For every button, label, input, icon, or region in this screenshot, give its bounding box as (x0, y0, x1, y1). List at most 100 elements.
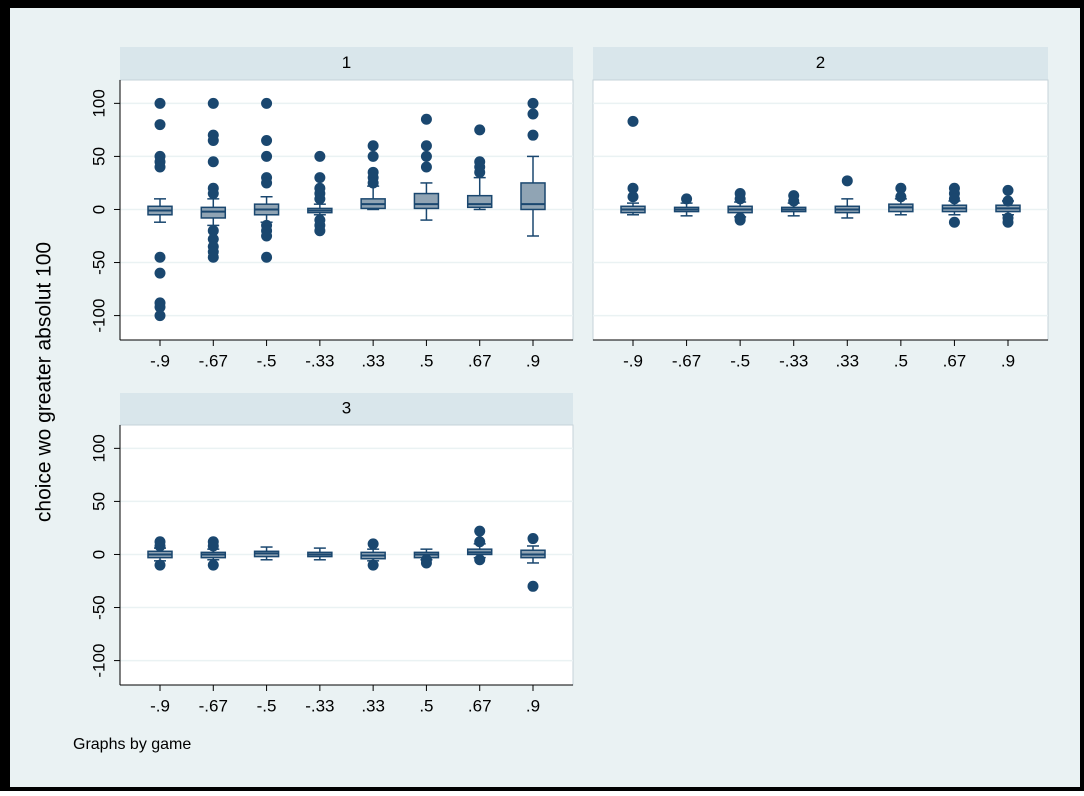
outlier (527, 580, 539, 592)
x-tick-label: .5 (894, 351, 908, 370)
x-tick-label: -.33 (779, 351, 808, 370)
outlier (207, 251, 219, 263)
outlier (154, 119, 166, 131)
x-tick-label: .33 (835, 351, 859, 370)
x-tick-label: -.67 (199, 696, 228, 715)
outlier (367, 559, 379, 571)
outlier (314, 150, 326, 162)
x-tick-label: -.33 (305, 696, 334, 715)
x-tick-label: .33 (361, 351, 385, 370)
y-tick-label: 0 (89, 550, 108, 559)
y-tick-label: 100 (89, 434, 108, 462)
y-tick-label: -100 (89, 644, 108, 678)
outlier (420, 140, 432, 152)
outlier (788, 195, 800, 207)
note: Graphs by game (73, 736, 191, 753)
outlier (948, 216, 960, 228)
outlier (1002, 216, 1014, 228)
box (200, 206, 227, 219)
outlier (420, 113, 432, 125)
x-tick-label: .33 (361, 696, 385, 715)
outlier (261, 97, 273, 109)
outlier (474, 525, 486, 537)
outlier (841, 175, 853, 187)
outlier (734, 214, 746, 226)
outlier (367, 150, 379, 162)
outlier (154, 251, 166, 263)
y-tick-label: -50 (89, 595, 108, 620)
x-tick-label: .9 (1001, 351, 1015, 370)
outlier (474, 124, 486, 136)
outlier (154, 267, 166, 279)
outlier (527, 129, 539, 141)
outlier (314, 225, 326, 237)
outlier (154, 559, 166, 571)
outlier (207, 540, 219, 552)
strip (120, 47, 573, 80)
outlier (527, 108, 539, 120)
outlier (314, 193, 326, 205)
outlier (527, 533, 539, 545)
outlier (207, 559, 219, 571)
strip (120, 393, 573, 425)
outlier (154, 310, 166, 322)
outlier (474, 554, 486, 566)
outlier (1002, 195, 1014, 207)
x-tick-label: .67 (468, 696, 492, 715)
outlier (367, 538, 379, 550)
outlier (627, 191, 639, 203)
outlier (527, 97, 539, 109)
strip (593, 47, 1048, 80)
outlier (261, 251, 273, 263)
panel-title: 1 (342, 53, 351, 72)
y-tick-label: 50 (89, 492, 108, 511)
x-tick-label: -.33 (305, 351, 334, 370)
x-tick-label: -.9 (150, 696, 170, 715)
outlier (474, 166, 486, 178)
outlier (895, 182, 907, 194)
x-tick-label: -.67 (199, 351, 228, 370)
outlier (1002, 184, 1014, 196)
y-tick-label: 0 (89, 205, 108, 214)
x-tick-label: -.9 (623, 351, 643, 370)
box (466, 194, 493, 209)
box (520, 182, 546, 211)
y-tick-label: 50 (89, 147, 108, 166)
outlier (261, 150, 273, 162)
outlier (154, 161, 166, 173)
outlier (261, 230, 273, 242)
panel-title: 2 (816, 53, 825, 72)
x-tick-label: .5 (419, 696, 433, 715)
outlier (734, 193, 746, 205)
outlier (895, 191, 907, 203)
outlier (420, 557, 432, 569)
outlier (627, 115, 639, 127)
panel-title: 3 (342, 398, 351, 417)
y-tick-label: -100 (89, 299, 108, 333)
outlier (154, 301, 166, 313)
outlier (420, 150, 432, 162)
y-axis-label: choice wo greater absolut 100 (33, 242, 56, 522)
x-tick-label: -.67 (672, 351, 701, 370)
outlier (474, 536, 486, 548)
x-tick-label: -.9 (150, 351, 170, 370)
outlier (207, 225, 219, 237)
outlier (627, 182, 639, 194)
outlier (314, 172, 326, 184)
box (413, 192, 440, 210)
outlier (261, 134, 273, 146)
outlier (367, 140, 379, 152)
x-tick-label: -.5 (257, 696, 277, 715)
x-tick-label: -.5 (730, 351, 750, 370)
y-tick-label: -50 (89, 250, 108, 275)
outlier (207, 134, 219, 146)
outlier (154, 97, 166, 109)
x-tick-label: .67 (468, 351, 492, 370)
outlier (154, 540, 166, 552)
outlier (681, 193, 693, 205)
x-tick-label: .67 (943, 351, 967, 370)
outlier (207, 97, 219, 109)
outlier (367, 177, 379, 189)
x-tick-label: .9 (526, 351, 540, 370)
